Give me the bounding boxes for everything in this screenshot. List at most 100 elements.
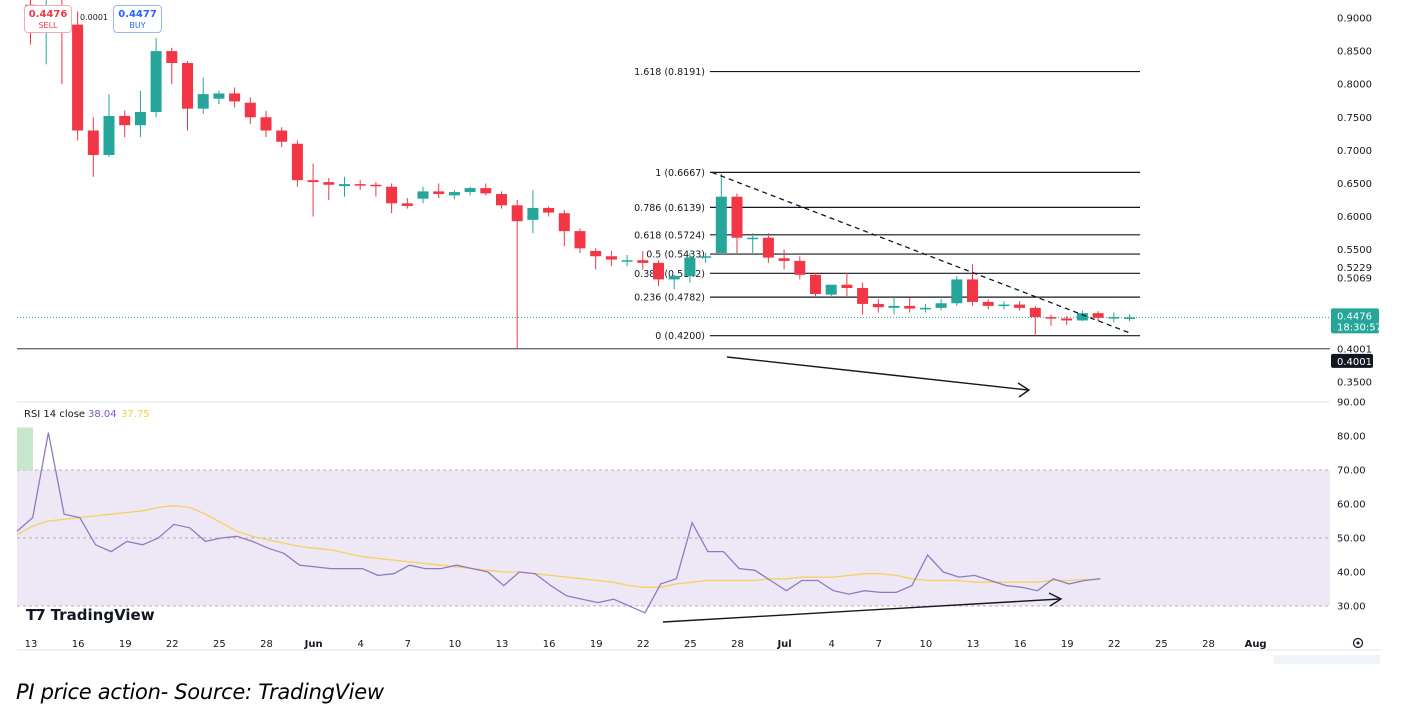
fib-level-label: 0 (0.4200) [655,331,705,342]
candle-up [1124,317,1135,319]
time-label: 25 [684,639,697,650]
candle-down [872,303,884,308]
time-label: Jun [304,639,323,650]
fib-level-label: 1.618 (0.8191) [634,67,705,78]
candle-up [668,276,680,280]
candle-up [919,307,931,310]
current-price-label: 0.4476 [1337,311,1372,322]
candle-down [904,305,916,309]
brand-name: TradingView [50,606,155,624]
sell-label: SELL [38,21,58,30]
fibonacci-retracement[interactable]: 1.618 (0.8191) 1 (0.6667) 0.786 (0.6139) 0.… [634,67,1140,342]
tradingview-logo-icon: T7 [26,606,46,624]
rsi-trend-arrow [662,598,1061,623]
time-label: 28 [1202,639,1215,650]
current-price-box [1331,308,1379,334]
rsi-ma-value: 37.75 [121,409,150,420]
price-trend-arrowhead [1017,382,1031,398]
rsi-ma-line [16,505,1101,588]
rsi-overbought-fill [17,427,33,470]
candle-down [260,117,272,131]
rsi-tick: 40.00 [1337,568,1366,579]
candle-down [841,284,853,289]
candle-up [448,192,460,196]
support-price-label: 0.4001 [1337,357,1372,368]
annotations [662,171,1131,623]
time-label: 22 [637,639,650,650]
candle-up [825,284,837,295]
price-tick: 0.7000 [1337,146,1372,157]
settings-gear-icon-center [1356,641,1360,645]
price-tick: 0.5500 [1337,245,1372,256]
fib-level-label: 0.786 (0.6139) [634,203,705,214]
scroll-handle[interactable] [1274,655,1380,664]
candle-up [213,93,225,99]
buy-button[interactable]: 0.4477 BUY [113,5,162,33]
candle-down [386,186,398,204]
buy-label: BUY [129,21,146,30]
time-label: 7 [405,639,411,650]
time-label: 19 [119,639,132,650]
candle-down [810,274,821,294]
candle-down [574,231,586,249]
rsi-label: RSI 14 close [24,409,85,420]
rsi-tick: 30.00 [1337,602,1366,613]
candle-down [72,24,84,131]
price-tick: 0.7500 [1337,113,1372,124]
candle-down [794,260,806,275]
candle-down [166,51,178,64]
downtrend-line [711,171,1131,334]
candle-down [543,207,555,213]
time-label: 19 [1061,639,1074,650]
rsi-background [17,427,1330,607]
candle-down [291,143,303,181]
axes: 0.9000 0.8500 0.8000 0.7500 0.7000 0.6500 0.60… [25,14,1382,651]
time-label: 16 [1014,639,1027,650]
price-tick: 0.9000 [1337,14,1372,25]
time-label: 25 [1155,639,1168,650]
candle-down [762,237,774,258]
rsi-tick: 70.00 [1337,466,1366,477]
candle-down [119,115,131,126]
time-label: 13 [496,639,509,650]
price-tick: 0.5229 [1337,263,1372,274]
price-tick: 0.4001 [1337,344,1372,355]
fib-level-label: 0.382 (0.5142) [634,269,705,280]
candle-up [134,111,146,126]
candle-up [1076,313,1088,321]
candle-down [370,184,382,187]
price-tick: 0.8500 [1337,47,1372,58]
buy-price: 0.4477 [118,9,157,20]
candles [25,0,1135,349]
time-label: 13 [25,639,38,650]
time-label: 10 [920,639,933,650]
candle-down [354,184,366,186]
candle-up [527,207,539,220]
candle-down [480,188,492,194]
candle-up [715,196,727,253]
candle-down [1029,307,1041,318]
time-label: 10 [449,639,462,650]
candle-down [1092,313,1104,318]
candle-down [967,279,978,302]
rsi-tick: 80.00 [1337,432,1366,443]
time-label: 22 [166,639,179,650]
candle-down [229,93,241,102]
candle-down [778,258,790,261]
price-tick: 0.6000 [1337,212,1372,223]
price-tick: 0.3500 [1337,378,1372,389]
candle-down [558,213,570,232]
time-label: 28 [260,639,273,650]
rsi-tick: 90.00 [1337,398,1366,409]
time-label: 7 [876,639,882,650]
candle-up [951,279,963,304]
sell-button[interactable]: 0.4476 SELL [24,5,72,33]
candle-down [1045,317,1057,319]
time-label: Aug [1245,639,1267,650]
rsi-tick: 50.00 [1337,534,1366,545]
settings-gear-icon[interactable] [1352,637,1364,649]
candle-up [998,304,1010,307]
tradingview-logo[interactable]: T7 TradingView [26,606,155,624]
spread-value: 0.0001 [80,13,108,22]
candle-up [103,115,115,155]
